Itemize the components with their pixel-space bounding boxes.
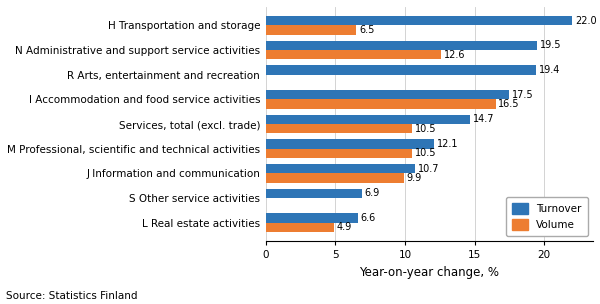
Text: 9.9: 9.9 <box>406 173 422 183</box>
Text: 10.5: 10.5 <box>415 124 436 134</box>
Bar <box>266 90 509 99</box>
Bar <box>266 16 572 26</box>
Text: 17.5: 17.5 <box>512 90 534 100</box>
X-axis label: Year-on-year change, %: Year-on-year change, % <box>359 266 499 279</box>
Bar <box>266 164 415 173</box>
Text: 4.9: 4.9 <box>337 223 352 233</box>
Text: Source: Statistics Finland: Source: Statistics Finland <box>6 291 137 301</box>
Text: 16.5: 16.5 <box>499 99 520 109</box>
Text: 12.6: 12.6 <box>444 50 466 60</box>
Text: 6.6: 6.6 <box>361 213 376 223</box>
Text: 14.7: 14.7 <box>473 114 495 124</box>
Bar <box>266 223 334 232</box>
Bar <box>266 65 536 75</box>
Bar <box>266 213 358 223</box>
Bar <box>266 50 441 60</box>
Text: 10.7: 10.7 <box>418 164 439 174</box>
Bar <box>266 149 412 158</box>
Legend: Turnover, Volume: Turnover, Volume <box>506 197 588 236</box>
Bar <box>266 139 434 149</box>
Text: 10.5: 10.5 <box>415 148 436 158</box>
Text: 12.1: 12.1 <box>437 139 458 149</box>
Bar <box>266 173 404 183</box>
Text: 19.4: 19.4 <box>539 65 560 75</box>
Text: 6.9: 6.9 <box>365 188 380 199</box>
Text: 22.0: 22.0 <box>575 16 596 26</box>
Bar <box>266 115 470 124</box>
Bar <box>266 26 356 35</box>
Text: 19.5: 19.5 <box>540 40 562 50</box>
Bar <box>266 99 496 109</box>
Bar <box>266 41 538 50</box>
Bar <box>266 189 362 198</box>
Text: 6.5: 6.5 <box>359 25 374 35</box>
Bar <box>266 124 412 133</box>
